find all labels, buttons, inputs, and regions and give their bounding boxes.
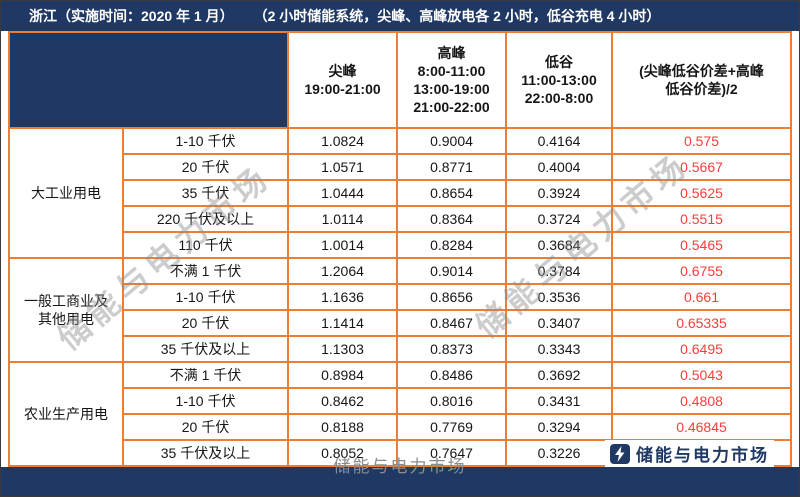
table-row: 110 千伏 1.0014 0.8284 0.3684 0.5465 — [9, 231, 792, 259]
high-price-cell: 0.7647 — [396, 439, 507, 467]
voltage-cell: 1-10 千伏 — [122, 283, 289, 311]
peak-price-cell: 1.1414 — [287, 309, 398, 337]
col-header-valley: 低谷 11:00-13:00 22:00-8:00 — [505, 31, 613, 129]
corner-header — [8, 31, 289, 129]
voltage-cell: 20 千伏 — [122, 413, 289, 441]
table-row: 35 千伏及以上 1.1303 0.8373 0.3343 0.6495 — [9, 335, 792, 363]
valley-price-cell: 0.3724 — [505, 205, 613, 233]
voltage-cell: 110 千伏 — [122, 231, 289, 259]
table-body: 大工业用电 1-10 千伏 1.0824 0.9004 0.4164 0.575 … — [8, 127, 792, 467]
peak-price-cell: 1.2064 — [287, 257, 398, 285]
high-price-cell: 0.7769 — [396, 413, 507, 441]
valley-price-cell: 0.3924 — [505, 179, 613, 207]
voltage-cell: 20 千伏 — [122, 153, 289, 181]
high-price-cell: 0.8656 — [396, 283, 507, 311]
title-bar: 浙江（实施时间：2020 年 1 月） （2 小时储能系统，尖峰、高峰放电各 2… — [1, 1, 799, 31]
voltage-cell: 1-10 千伏 — [122, 387, 289, 415]
valley-price-cell: 0.3431 — [505, 387, 613, 415]
header-row: 尖峰 19:00-21:00 高峰 8:00-11:00 13:00-19:00… — [8, 31, 792, 129]
spread-value-cell: 0.5625 — [611, 179, 792, 207]
high-price-cell: 0.9004 — [396, 127, 507, 155]
spread-value-cell: 0.65335 — [611, 309, 792, 337]
table-row: 20 千伏 1.0571 0.8771 0.4004 0.5667 — [9, 153, 792, 181]
high-price-cell: 0.8373 — [396, 335, 507, 363]
valley-price-cell: 0.3343 — [505, 335, 613, 363]
valley-price-cell: 0.4004 — [505, 153, 613, 181]
peak-price-cell: 1.0114 — [287, 205, 398, 233]
voltage-cell: 不满 1 千伏 — [122, 257, 289, 285]
high-price-cell: 0.8771 — [396, 153, 507, 181]
spread-value-cell: 0.5465 — [611, 231, 792, 259]
table-row: 35 千伏 1.0444 0.8654 0.3924 0.5625 — [9, 179, 792, 207]
spread-value-cell: 0.46845 — [611, 413, 792, 441]
high-price-cell: 0.8467 — [396, 309, 507, 337]
voltage-cell: 35 千伏 — [122, 179, 289, 207]
voltage-cell: 35 千伏及以上 — [122, 439, 289, 467]
bottom-bar — [1, 467, 799, 496]
high-price-cell: 0.8016 — [396, 387, 507, 415]
peak-price-cell: 0.8984 — [287, 361, 398, 389]
category-cell: 大工业用电 — [8, 127, 124, 259]
high-price-cell: 0.9014 — [396, 257, 507, 285]
table-row: 220 千伏及以上 1.0114 0.8364 0.3724 0.5515 — [9, 205, 792, 233]
table-row: 20 千伏 0.8188 0.7769 0.3294 0.46845 — [9, 413, 792, 441]
valley-price-cell: 0.3784 — [505, 257, 613, 285]
high-price-cell: 0.8364 — [396, 205, 507, 233]
peak-price-cell: 1.1303 — [287, 335, 398, 363]
category-cell: 农业生产用电 — [8, 361, 124, 467]
table-row: 1-10 千伏 1.1636 0.8656 0.3536 0.661 — [9, 283, 792, 311]
logo-text: 储能与电力市场 — [636, 446, 769, 465]
peak-price-cell: 0.8462 — [287, 387, 398, 415]
table-row: 农业生产用电 不满 1 千伏 0.8984 0.8486 0.3692 0.504… — [8, 361, 792, 467]
site-logo: 储能与电力市场 — [605, 440, 774, 467]
table-row: 1-10 千伏 0.8462 0.8016 0.3431 0.4808 — [9, 387, 792, 415]
col-header-peak: 尖峰 19:00-21:00 — [287, 31, 398, 129]
valley-price-cell: 0.3692 — [505, 361, 613, 389]
voltage-cell: 不满 1 千伏 — [122, 361, 289, 389]
title-note: （2 小时储能系统，尖峰、高峰放电各 2 小时，低谷充电 4 小时） — [253, 8, 661, 24]
col-header-high: 高峰 8:00-11:00 13:00-19:00 21:00-22:00 — [396, 31, 507, 129]
col-header-spread: (尖峰低谷价差+高峰 低谷价差)/2 — [611, 31, 792, 129]
table-area: 尖峰 19:00-21:00 高峰 8:00-11:00 13:00-19:00… — [8, 31, 792, 467]
peak-price-cell: 0.8052 — [287, 439, 398, 467]
peak-price-cell: 1.0444 — [287, 179, 398, 207]
peak-price-cell: 0.8188 — [287, 413, 398, 441]
voltage-cell: 20 千伏 — [122, 309, 289, 337]
table-row: 大工业用电 1-10 千伏 1.0824 0.9004 0.4164 0.575 — [8, 127, 792, 259]
spread-value-cell: 0.5667 — [611, 153, 792, 181]
high-price-cell: 0.8284 — [396, 231, 507, 259]
table-header: 尖峰 19:00-21:00 高峰 8:00-11:00 13:00-19:00… — [8, 31, 792, 129]
valley-price-cell: 0.3407 — [505, 309, 613, 337]
peak-price-cell: 1.1636 — [287, 283, 398, 311]
spread-value-cell: 0.5043 — [611, 361, 792, 389]
valley-price-cell: 0.4164 — [505, 127, 613, 155]
spread-value-cell: 0.6755 — [611, 257, 792, 285]
voltage-cell: 1-10 千伏 — [122, 127, 289, 155]
peak-price-cell: 1.0571 — [287, 153, 398, 181]
high-price-cell: 0.8486 — [396, 361, 507, 389]
category-cell: 一般工商业及 其他用电 — [8, 257, 124, 363]
valley-price-cell: 0.3684 — [505, 231, 613, 259]
high-price-cell: 0.8654 — [396, 179, 507, 207]
table-row: 20 千伏 1.1414 0.8467 0.3407 0.65335 — [9, 309, 792, 337]
valley-price-cell: 0.3536 — [505, 283, 613, 311]
spread-value-cell: 0.661 — [611, 283, 792, 311]
spread-value-cell: 0.575 — [611, 127, 792, 155]
peak-price-cell: 1.0014 — [287, 231, 398, 259]
valley-price-cell: 0.3226 — [505, 439, 613, 467]
spread-value-cell: 0.5515 — [611, 205, 792, 233]
spread-value-cell: 0.6495 — [611, 335, 792, 363]
voltage-cell: 220 千伏及以上 — [122, 205, 289, 233]
voltage-cell: 35 千伏及以上 — [122, 335, 289, 363]
spread-value-cell: 0.4808 — [611, 387, 792, 415]
price-table: 尖峰 19:00-21:00 高峰 8:00-11:00 13:00-19:00… — [8, 31, 792, 467]
peak-price-cell: 1.0824 — [287, 127, 398, 155]
title-region: 浙江（实施时间：2020 年 1 月） — [29, 8, 234, 24]
logo-icon — [610, 443, 630, 464]
valley-price-cell: 0.3294 — [505, 413, 613, 441]
table-row: 一般工商业及 其他用电 不满 1 千伏 1.2064 0.9014 0.3784 … — [8, 257, 792, 363]
